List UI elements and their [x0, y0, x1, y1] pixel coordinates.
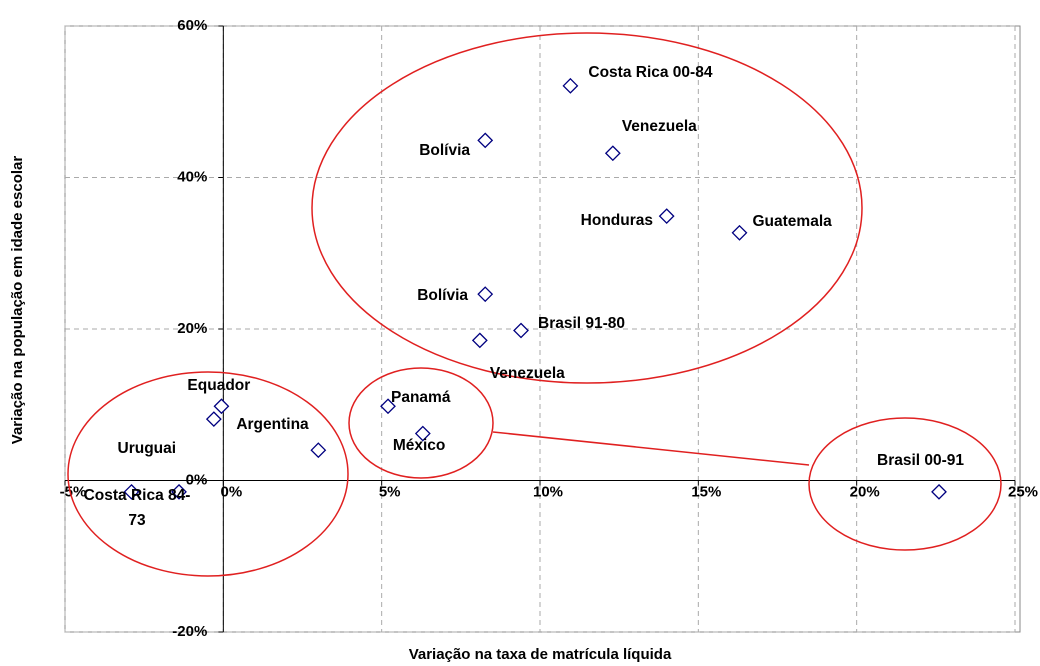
group-ellipse	[808, 417, 1002, 551]
y-tick-label: 60%	[177, 17, 207, 34]
x-axis-title: Variação na taxa de matrícula líquida	[409, 646, 672, 663]
point-label: Costa Rica 84-73	[83, 486, 191, 529]
y-axis-title: Variação na população em idade escolar	[9, 156, 26, 445]
point	[205, 411, 222, 428]
point-label: México	[392, 437, 446, 455]
point	[477, 132, 494, 149]
point-label: Argentina	[236, 415, 309, 433]
point-label: Equador	[187, 376, 251, 394]
point	[310, 442, 327, 459]
point	[380, 398, 396, 415]
point	[604, 145, 621, 162]
connector	[492, 431, 810, 466]
point	[562, 77, 579, 94]
point-label: Uruguai	[117, 440, 177, 458]
point-label: Bolívia	[417, 286, 469, 304]
point-label: Venezuela	[489, 364, 565, 382]
point	[213, 398, 230, 415]
x-tick-label: 15%	[691, 483, 721, 500]
group-ellipse	[348, 367, 494, 479]
axes: -20% 0% 20% 40% 60% -5% 0% 5% 10% 15% 20% 25%	[60, 17, 1038, 640]
point-label: Guatemala	[752, 213, 832, 231]
point	[658, 208, 675, 225]
x-tick-label: 25%	[1008, 483, 1038, 500]
x-tick-label: 10%	[533, 483, 563, 500]
point-label: Brasil 91-80	[538, 315, 626, 332]
point-label: Brasil 00-91	[877, 452, 965, 470]
x-tick-label: 0%	[220, 483, 242, 500]
x-tick-label: 5%	[379, 483, 401, 500]
point-label: Bolívia	[419, 141, 471, 159]
x-tick-label: -5%	[60, 483, 87, 500]
point	[471, 332, 488, 349]
point	[731, 224, 748, 241]
point-label: Costa Rica 00-84	[588, 64, 713, 82]
point	[123, 483, 140, 500]
point	[477, 286, 494, 303]
y-tick-label: 20%	[177, 320, 207, 337]
x-tick-label: 20%	[850, 483, 880, 500]
group-ellipse	[67, 371, 349, 577]
point-label: Honduras	[580, 211, 653, 229]
y-tick-label: 40%	[177, 168, 207, 185]
point	[931, 483, 947, 500]
point	[171, 483, 187, 500]
point	[513, 322, 529, 339]
point-label: Panamá	[391, 388, 451, 406]
group-ellipse	[311, 32, 863, 384]
y-tick-label: 0%	[186, 471, 208, 488]
y-tick-label: -20%	[172, 623, 207, 640]
point	[414, 425, 431, 442]
point-label: Venezuela	[621, 117, 697, 135]
